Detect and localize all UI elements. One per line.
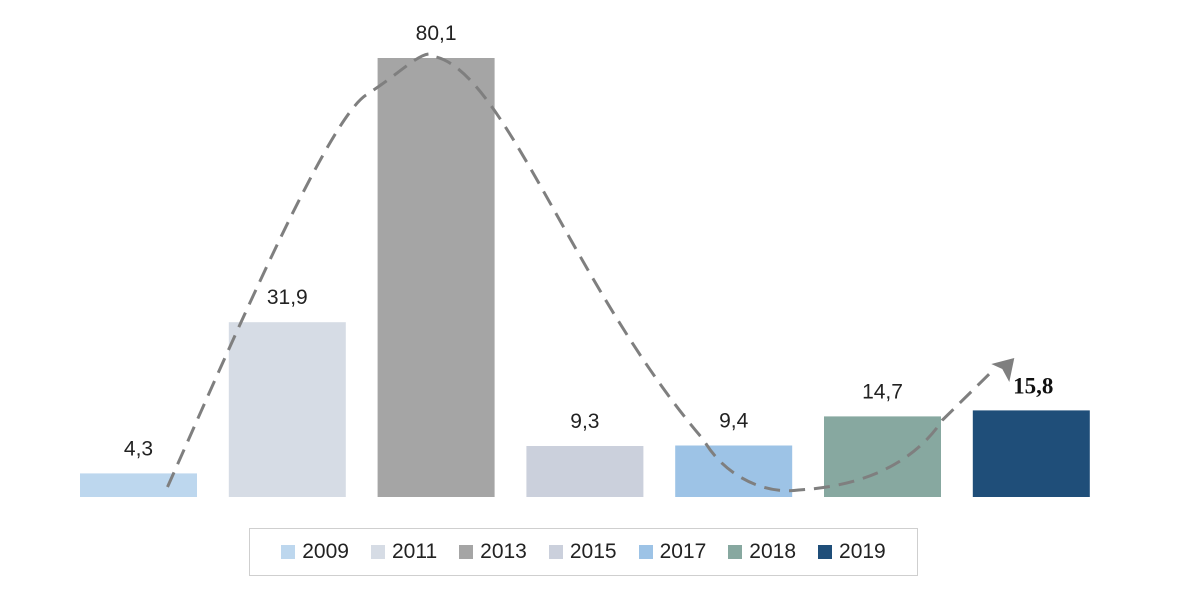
value-label-2018: 14,7 (862, 380, 903, 403)
legend-item-2017: 2017 (638, 540, 707, 564)
legend-swatch-icon (638, 545, 653, 559)
legend-item-2013: 2013 (459, 540, 527, 564)
legend-swatch-icon (459, 545, 474, 559)
legend-label: 2011 (391, 540, 438, 563)
legend-item-2009: 2009 (281, 540, 349, 564)
legend-item-2015: 2015 (548, 540, 617, 564)
legend-label: 2017 (659, 540, 707, 563)
legend-swatch-icon (548, 545, 563, 559)
legend-swatch-icon (370, 545, 385, 559)
legend-swatch-icon (728, 545, 743, 559)
bar-2011 (228, 322, 346, 497)
legend: 2009 2011 2013 2015 2017 2018 2019 (249, 528, 918, 576)
bar-2013 (377, 58, 495, 497)
bar-2019 (972, 410, 1090, 497)
legend-item-2019: 2019 (818, 540, 886, 564)
value-label-2017: 9,4 (719, 410, 749, 433)
legend-label: 2013 (480, 540, 527, 563)
legend-label: 2018 (749, 540, 797, 563)
trend-arrowhead-icon (991, 358, 1015, 382)
value-label-2013: 80,1 (416, 22, 457, 45)
bar-2009 (80, 473, 197, 497)
legend-swatch-icon (818, 545, 833, 559)
legend-label: 2015 (569, 540, 617, 563)
legend-label: 2019 (839, 540, 886, 563)
trend-line-group (166, 52, 1015, 493)
legend-label: 2009 (302, 540, 349, 563)
value-label-2019: 15,8 (1013, 373, 1053, 398)
value-label-2015: 9,3 (570, 410, 599, 433)
value-labels-group: 4,3 31,9 80,1 9,3 9,4 14,7 15,8 (124, 22, 1054, 460)
legend-item-2011: 2011 (370, 540, 438, 564)
value-label-2009: 4,3 (124, 437, 153, 460)
legend-item-2018: 2018 (728, 540, 796, 564)
legend-swatch-icon (281, 545, 296, 559)
value-label-2011: 31,9 (267, 286, 308, 309)
dashed-trend-line (166, 52, 993, 493)
bar-2015 (526, 446, 644, 497)
